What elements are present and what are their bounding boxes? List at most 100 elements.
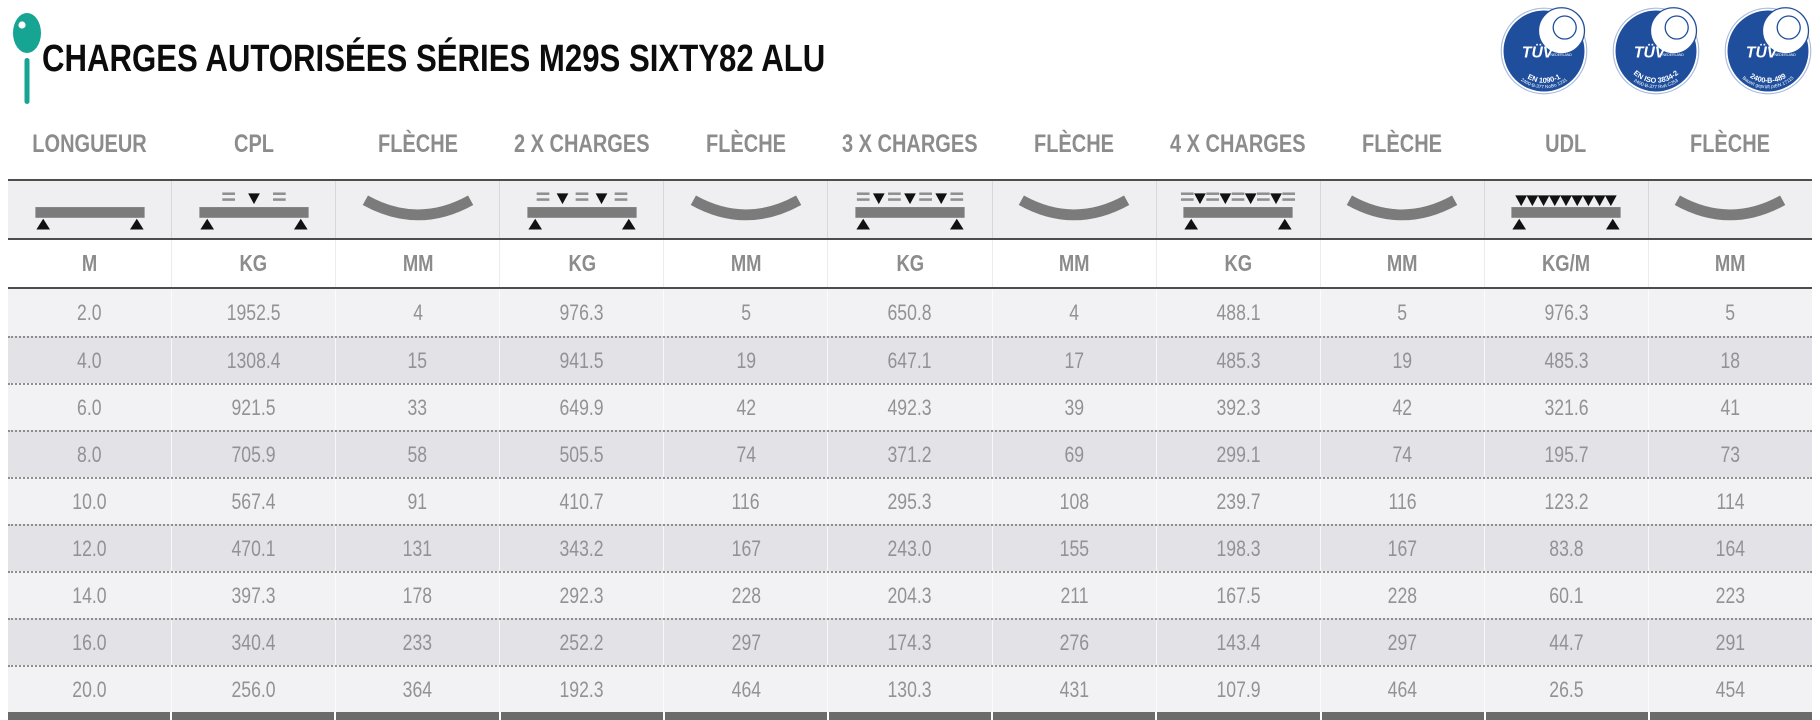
data-value: 454 [1715, 676, 1746, 702]
data-cell: 19 [1319, 338, 1484, 383]
data-cell: 167 [663, 526, 827, 571]
data-value: 116 [1388, 488, 1417, 514]
data-cell: 4 [335, 289, 499, 336]
bottom-bar-segment [993, 712, 1156, 720]
column-header-1: LONGUEUR [8, 110, 172, 179]
data-cell: 167.5 [1155, 573, 1320, 618]
data-value: 4.0 [77, 347, 102, 373]
data-value: 107.9 [1216, 676, 1261, 702]
data-value: 192.3 [559, 676, 604, 702]
bottom-bar-segment [1485, 712, 1648, 720]
data-cell: 10.0 [8, 479, 171, 524]
unit-label: KG [239, 250, 268, 276]
data-value: 649.9 [559, 394, 604, 420]
data-value: 343.2 [559, 535, 604, 561]
svg-text:TÜV: TÜV [1522, 42, 1555, 61]
tuv-nederland-logo: TÜV NEDERLAND 2400-B-489 Bauart geprüft … [1722, 5, 1814, 102]
data-cell: 1952.5 [171, 289, 335, 336]
data-cell: 143.4 [1155, 620, 1320, 665]
data-cell: 114 [1647, 479, 1812, 524]
data-cell: 107.9 [1155, 667, 1320, 712]
data-value: 91 [407, 488, 428, 514]
column-header-row: LONGUEUR CPL FLÈCHE 2 X CHARGES FLÈCHE 3 X CH… [8, 110, 1812, 179]
data-cell: 364 [335, 667, 499, 712]
data-value: 223 [1715, 582, 1746, 608]
data-value: 6.0 [77, 394, 102, 420]
data-cell: 299.1 [1155, 432, 1320, 477]
column-header-4: 2 X CHARGES [500, 110, 664, 179]
data-cell: 464 [663, 667, 827, 712]
unit-cell-7: MM [991, 240, 1156, 287]
column-header-11: FLÈCHE [1648, 110, 1812, 179]
data-cell: 108 [991, 479, 1156, 524]
data-cell: 211 [991, 573, 1156, 618]
data-value: 650.8 [887, 299, 933, 325]
data-cell: 44.7 [1483, 620, 1648, 665]
data-cell: 343.2 [499, 526, 663, 571]
data-value: 195.7 [1544, 441, 1589, 467]
deflection-curve-icon [1647, 181, 1812, 238]
data-cell: 178 [335, 573, 499, 618]
column-header-label: FLÈCHE [378, 130, 458, 158]
data-cell: 123.2 [1483, 479, 1648, 524]
data-cell: 130.3 [827, 667, 991, 712]
data-value: 116 [731, 488, 760, 514]
data-value: 5 [1397, 299, 1408, 325]
svg-text:2400-B-489: 2400-B-489 [1749, 71, 1788, 85]
data-cell: 2.0 [8, 289, 171, 336]
data-cell: 198.3 [1155, 526, 1320, 571]
data-value: 567.4 [231, 488, 276, 514]
data-value: 256.0 [231, 676, 276, 702]
data-cell: 252.2 [499, 620, 663, 665]
data-cell: 921.5 [171, 385, 335, 430]
beam-1-point-load-icon [171, 181, 335, 238]
data-cell: 485.3 [1483, 338, 1648, 383]
data-cell: 228 [1319, 573, 1484, 618]
data-cell: 12.0 [8, 526, 171, 571]
data-value: 8.0 [77, 441, 102, 467]
data-cell: 276 [991, 620, 1156, 665]
beam-2-point-loads-icon [499, 181, 663, 238]
data-cell: 239.7 [1155, 479, 1320, 524]
table-row: 20.0 256.0 364 192.3 464 130.3 431 107.9 464 26.5… [8, 665, 1812, 712]
data-value: 252.2 [559, 629, 604, 655]
data-value: 164 [1715, 535, 1746, 561]
data-value: 42 [1392, 394, 1413, 420]
data-cell: 5 [1647, 289, 1812, 336]
data-value: 198.3 [1216, 535, 1261, 561]
data-value: 464 [731, 676, 761, 702]
data-value: 60.1 [1549, 582, 1584, 608]
data-cell: 492.3 [827, 385, 991, 430]
beam-4-point-loads-icon [1155, 181, 1320, 238]
data-cell: 74 [1319, 432, 1484, 477]
data-cell: 485.3 [1155, 338, 1320, 383]
data-cell: 567.4 [171, 479, 335, 524]
data-cell: 976.3 [499, 289, 663, 336]
data-cell: 321.6 [1483, 385, 1648, 430]
data-value: 431 [1059, 676, 1089, 702]
column-header-6: 3 X CHARGES [828, 110, 992, 179]
data-value: 114 [1716, 488, 1745, 514]
data-cell: 74 [663, 432, 827, 477]
table-row: 14.0 397.3 178 292.3 228 204.3 211 167.5 228 60.1… [8, 571, 1812, 618]
data-value: 42 [736, 394, 756, 420]
data-cell: 650.8 [827, 289, 991, 336]
table-row: 6.0 921.5 33 649.9 42 492.3 39 392.3 42 321.6 41 [8, 383, 1812, 430]
data-value: 239.7 [1216, 488, 1261, 514]
data-cell: 8.0 [8, 432, 171, 477]
bottom-bar-segment [500, 712, 663, 720]
units-row: M KG MM KG MM KG MM KG MM KG/M MM [8, 240, 1812, 287]
table-row: 10.0 567.4 91 410.7 116 295.3 108 239.7 116 123.2… [8, 477, 1812, 524]
bottom-bar-segment [828, 712, 992, 720]
table-row: 8.0 705.9 58 505.5 74 371.2 69 299.1 74 195.7 73 [8, 430, 1812, 477]
data-value: 295.3 [887, 488, 933, 514]
data-cell: 976.3 [1483, 289, 1648, 336]
data-cell: 19 [663, 338, 827, 383]
data-value: 15 [407, 347, 428, 373]
data-value: 16.0 [72, 629, 107, 655]
data-value: 26.5 [1549, 676, 1584, 702]
data-value: 470.1 [231, 535, 276, 561]
unit-cell-5: MM [663, 240, 827, 287]
data-cell: 228 [663, 573, 827, 618]
data-cell: 295.3 [827, 479, 991, 524]
